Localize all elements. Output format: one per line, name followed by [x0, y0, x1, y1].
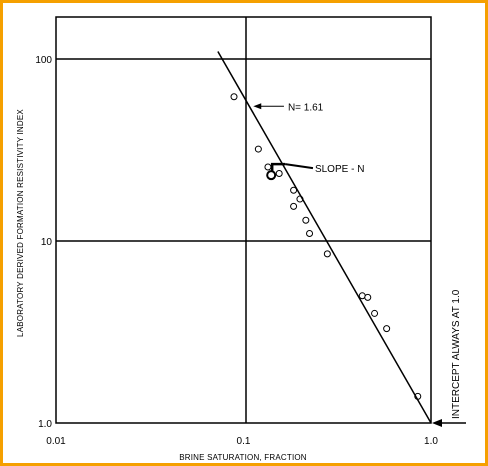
x-tick-label: 1.0 — [424, 436, 438, 447]
n-value-label: N= 1.61 — [288, 102, 324, 113]
chart-svg: 0.01 0.1 1.0 1.0 10 100 N= 1.61 SLOPE - N INTER… — [16, 16, 466, 462]
intercept-label: INTERCEPT ALWAYS AT 1.0 — [451, 289, 462, 419]
fit-line — [217, 51, 432, 424]
data-point — [230, 93, 238, 101]
data-point — [383, 325, 391, 333]
data-point — [290, 202, 298, 210]
data-point — [371, 309, 379, 317]
y-axis-title: LABORATORY DERIVED FORMATION RESISTIVITY… — [16, 109, 25, 337]
slope-marker — [266, 170, 277, 181]
x-tick-label: 0.1 — [237, 436, 251, 447]
tick-labels: 0.01 0.1 1.0 1.0 10 100 — [35, 55, 438, 447]
data-marks — [217, 51, 432, 424]
data-point — [364, 293, 372, 301]
y-tick-label: 100 — [35, 55, 52, 66]
plot-area — [55, 16, 432, 424]
data-point — [290, 186, 298, 194]
x-axis-title: BRINE SATURATION, FRACTION — [179, 453, 307, 462]
data-point — [306, 229, 314, 237]
data-point — [323, 250, 331, 258]
data-point — [254, 145, 262, 153]
data-point — [264, 163, 272, 171]
slope-label: SLOPE - N — [315, 164, 364, 175]
plot-border — [55, 16, 432, 424]
data-point — [302, 216, 310, 224]
y-tick-label: 1.0 — [38, 419, 52, 430]
x-tick-label: 0.01 — [46, 436, 66, 447]
intercept-arrow-head — [432, 419, 442, 427]
y-tick-label: 10 — [41, 237, 53, 248]
data-point — [275, 169, 283, 177]
annotations: N= 1.61 SLOPE - N INTERCEPT ALWAYS AT 1.0 — [253, 102, 466, 427]
slope-leader — [285, 163, 314, 170]
n-arrow-head — [253, 103, 262, 110]
